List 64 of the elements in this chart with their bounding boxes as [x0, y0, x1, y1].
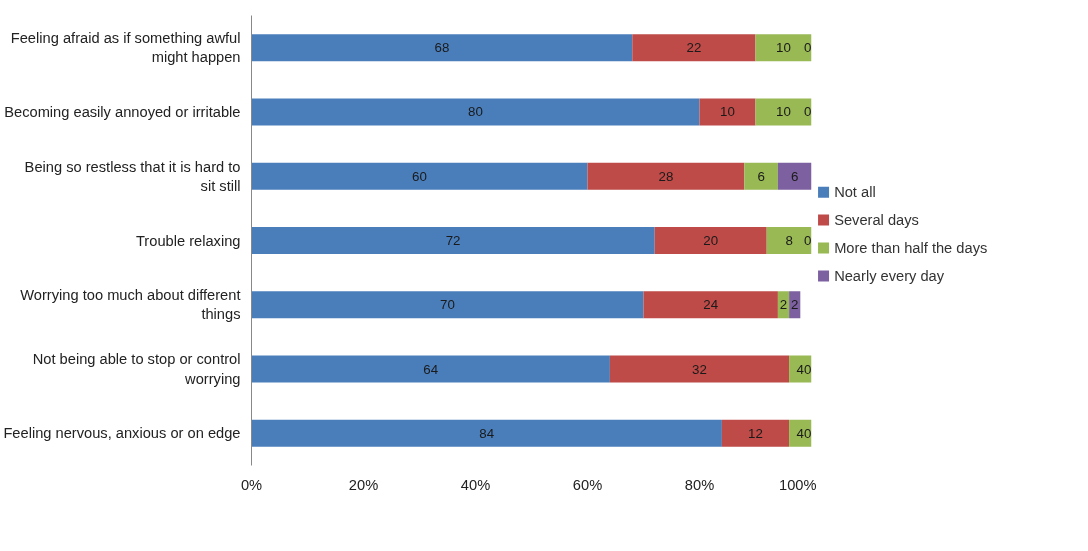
y-tick-label: Trouble relaxing — [135, 232, 241, 249]
bar — [699, 98, 756, 126]
y-tick-label: Feeling afraid as if something awful might happen — [10, 30, 241, 66]
data-label: 0 — [804, 361, 812, 377]
data-label: 10 — [776, 40, 791, 56]
data-label: 60 — [412, 168, 427, 184]
data-label: 0 — [804, 425, 812, 441]
legend-label: More than half the days — [834, 240, 988, 256]
data-label: 80 — [468, 104, 483, 120]
x-tick-label: 0% — [240, 476, 263, 493]
bar — [755, 34, 812, 62]
bar — [744, 162, 778, 190]
legend-label: Not all — [834, 184, 876, 201]
bar — [251, 355, 610, 383]
data-label: 32 — [692, 361, 707, 377]
data-label: 12 — [748, 425, 763, 441]
data-label: 0 — [804, 104, 812, 120]
data-label: 68 — [434, 40, 450, 56]
x-tick-label: 20% — [348, 476, 379, 493]
bar — [251, 162, 588, 190]
data-label: 10 — [776, 104, 791, 120]
y-tick-label: Not being able to stop or control worrying — [32, 351, 241, 387]
x-tick-label: 40% — [460, 476, 491, 493]
x-tick-label: 100% — [779, 476, 817, 493]
y-tick-label: Worrying too much about different things — [20, 287, 241, 323]
data-label: 2 — [790, 297, 799, 313]
data-label: 0 — [804, 233, 812, 248]
data-label: 72 — [445, 233, 461, 248]
bar — [251, 419, 722, 447]
legend-label: Several days — [834, 212, 919, 229]
bar — [632, 34, 756, 62]
x-tick-label: 60% — [572, 476, 603, 493]
bar — [643, 291, 778, 319]
bar — [777, 162, 812, 190]
data-label: 64 — [423, 361, 439, 377]
data-label: 4 — [796, 361, 805, 377]
y-tick-label: Becoming easily annoyed or irritable — [4, 103, 241, 120]
y-tick-label: Feeling nervous, anxious or on edge — [3, 425, 241, 442]
data-label: 6 — [757, 168, 765, 184]
data-label: 8 — [785, 233, 793, 248]
data-label: 84 — [479, 425, 495, 441]
bar — [755, 98, 812, 126]
data-label: 24 — [703, 297, 719, 313]
bar — [609, 355, 790, 383]
bar — [721, 419, 790, 447]
bar — [251, 34, 633, 62]
data-label: 0 — [804, 40, 812, 56]
bar — [766, 227, 812, 254]
bar — [654, 227, 767, 254]
x-tick-label: 80% — [684, 476, 715, 493]
data-label: 10 — [720, 104, 735, 120]
bar — [251, 227, 655, 254]
bar — [251, 98, 700, 126]
y-tick-label: Being so restless that it is hard to sit still — [24, 158, 241, 194]
legend-label: Nearly every day — [834, 267, 945, 284]
bar — [251, 291, 644, 319]
data-label: 28 — [658, 168, 674, 184]
data-label: 4 — [796, 425, 805, 441]
data-label: 6 — [790, 168, 799, 184]
bar — [587, 162, 745, 190]
data-label: 70 — [440, 297, 455, 313]
data-label: 2 — [779, 297, 788, 313]
data-label: 22 — [686, 40, 702, 56]
data-label: 20 — [703, 233, 719, 248]
